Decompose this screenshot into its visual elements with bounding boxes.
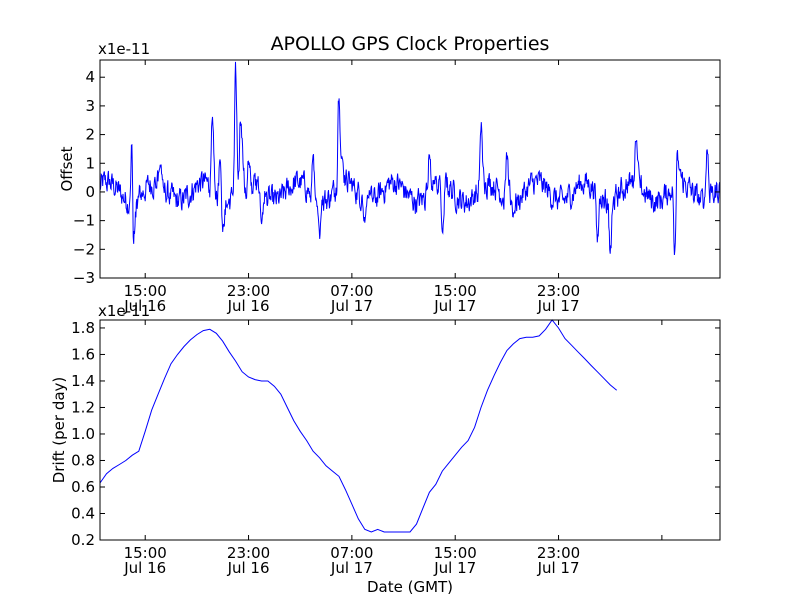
drift-panel: x1e-11 Drift (per day) 0.2 0.4 0.6 0.8 1.0 1.… — [50, 302, 721, 596]
drift-xtick-date: Jul 16 — [227, 559, 270, 577]
offset-xtick-date: Jul 16 — [123, 297, 166, 315]
offset-ytick-label: −2 — [73, 240, 95, 258]
offset-xtick-time: 07:00 — [330, 282, 373, 300]
drift-ytick-label: 1.4 — [71, 372, 95, 390]
offset-multiplier: x1e-11 — [98, 40, 150, 58]
drift-ytick-label: 1.6 — [71, 345, 95, 363]
offset-xtick-time: 15:00 — [434, 282, 477, 300]
drift-xtick-date: Jul 17 — [537, 559, 580, 577]
drift-xtick-time: 15:00 — [124, 544, 167, 562]
drift-ytick-label: 0.4 — [71, 504, 95, 522]
offset-ytick-label: 3 — [85, 97, 95, 115]
offset-series-line — [99, 61, 721, 256]
drift-axes-frame — [99, 319, 721, 541]
drift-xtick-time: 23:00 — [537, 544, 580, 562]
offset-xtick-date: Jul 17 — [433, 297, 476, 315]
drift-xtick-time: 07:00 — [330, 544, 373, 562]
drift-multiplier: x1e-11 — [98, 302, 150, 320]
drift-ytick-label: 0.6 — [71, 478, 95, 496]
offset-xtick-date: Jul 17 — [330, 297, 373, 315]
drift-ytick-label: 1.0 — [71, 425, 95, 443]
offset-ytick-label: 4 — [85, 68, 95, 86]
offset-axes-frame — [99, 59, 721, 279]
drift-ytick-label: 1.2 — [71, 398, 95, 416]
offset-ylabel: Offset — [58, 146, 76, 191]
offset-ytick-label: −3 — [73, 269, 95, 287]
offset-ytick-label: 0 — [85, 183, 95, 201]
drift-xtick-time: 15:00 — [434, 544, 477, 562]
drift-series-line — [99, 319, 618, 533]
drift-xtick-date: Jul 17 — [330, 559, 373, 577]
drift-xtick-date: Jul 16 — [123, 559, 166, 577]
drift-xtick-time: 23:00 — [227, 544, 270, 562]
drift-xlabel: Date (GMT) — [367, 578, 453, 596]
chart-title: APOLLO GPS Clock Properties — [271, 33, 550, 55]
offset-xtick-date: Jul 16 — [227, 297, 270, 315]
drift-ytick-label: 1.8 — [71, 319, 95, 337]
offset-ytick-label: 1 — [85, 154, 95, 172]
offset-ytick-label: 2 — [85, 126, 95, 144]
drift-ytick-label: 0.2 — [71, 531, 95, 549]
drift-xtick-date: Jul 17 — [433, 559, 476, 577]
offset-ytick-label: −1 — [73, 212, 95, 230]
drift-ytick-label: 0.8 — [71, 451, 95, 469]
offset-xtick-date: Jul 17 — [537, 297, 580, 315]
offset-xtick-time: 23:00 — [227, 282, 270, 300]
offset-xtick-time: 15:00 — [124, 282, 167, 300]
offset-xtick-time: 23:00 — [537, 282, 580, 300]
drift-ylabel: Drift (per day) — [50, 377, 68, 484]
offset-panel: APOLLO GPS Clock Properties x1e-11 Offse… — [58, 33, 721, 315]
